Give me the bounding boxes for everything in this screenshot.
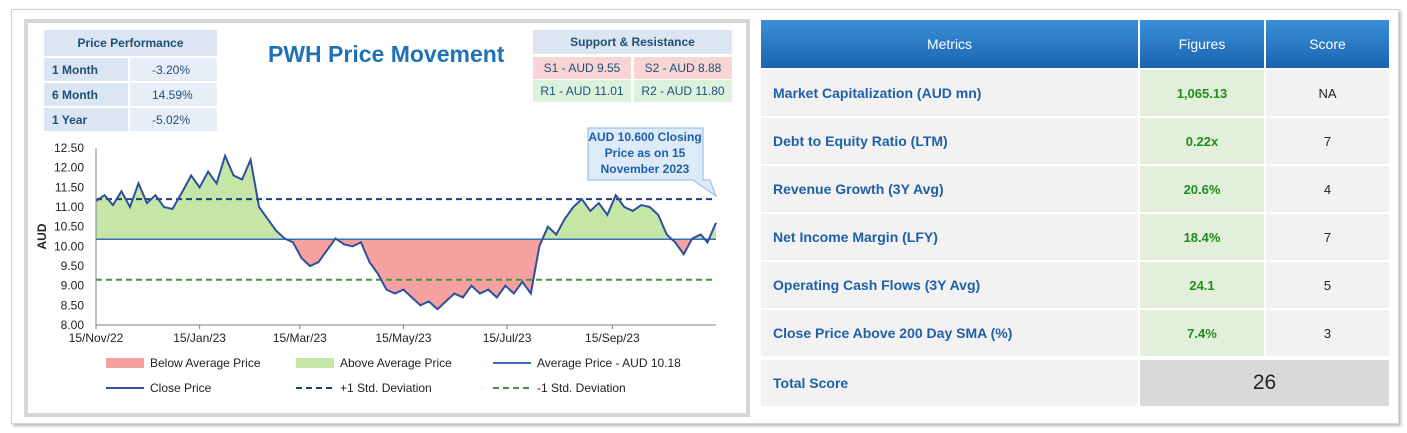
row-figure: 24.1 — [1140, 262, 1264, 308]
legend-below-average-label: Below Average Price — [150, 356, 261, 370]
y-tick-label: 12.50 — [54, 141, 84, 155]
price-performance-header: Price Performance — [44, 30, 217, 56]
x-tick-label: 15/Nov/22 — [69, 331, 124, 345]
row-score: NA — [1266, 70, 1389, 116]
resistance-r1: R1 - AUD 11.01 — [533, 80, 631, 102]
row-score: 7 — [1266, 214, 1389, 260]
header-metrics: Metrics — [761, 20, 1138, 68]
x-tick-label: 15/Sep/23 — [585, 331, 640, 345]
row-score: 7 — [1266, 118, 1389, 164]
above-average-area — [96, 155, 716, 240]
y-tick-label: 12.00 — [54, 161, 84, 175]
row-metric: Close Price Above 200 Day SMA (%) — [761, 310, 1138, 356]
y-tick-label: 9.00 — [61, 279, 85, 293]
pp-label-1m: 1 Month — [44, 58, 128, 81]
below-average-area — [286, 239, 709, 310]
row-figure: 20.6% — [1140, 166, 1264, 212]
closing-price-callout: AUD 10.600 Closing Price as on 15 Novemb… — [587, 127, 718, 198]
header-figures: Figures — [1140, 20, 1264, 68]
y-tick-label: 10.00 — [54, 239, 84, 253]
y-tick-label: 8.00 — [61, 318, 85, 332]
pp-value-1m: -3.20% — [130, 58, 217, 81]
x-tick-label: 15/May/23 — [375, 331, 431, 345]
row-metric: Debt to Equity Ratio (LTM) — [761, 118, 1138, 164]
y-tick-label: 10.50 — [54, 220, 84, 234]
x-tick-label: 15/Mar/23 — [273, 331, 327, 345]
pp-value-1y: -5.02% — [130, 108, 217, 131]
x-tick-label: 15/Jul/23 — [483, 331, 532, 345]
legend-minus-std-label: -1 Std. Deviation — [537, 381, 626, 395]
support-s1: S1 - AUD 9.55 — [533, 57, 631, 79]
row-figure: 1,065.13 — [1140, 70, 1264, 116]
row-figure: 0.22x — [1140, 118, 1264, 164]
y-tick-label: 8.50 — [61, 298, 85, 312]
pp-label-1y: 1 Year — [44, 108, 128, 131]
chart-title: PWH Price Movement — [268, 41, 505, 67]
pp-label-6m: 6 Month — [44, 83, 128, 106]
callout-line-3: November 2023 — [601, 162, 690, 176]
row-score: 5 — [1266, 262, 1389, 308]
legend-plus-std-label: +1 Std. Deviation — [340, 381, 432, 395]
header-score: Score — [1266, 20, 1389, 68]
total-score-value: 26 — [1140, 360, 1389, 406]
callout-line-2: Price as on 15 — [605, 146, 686, 160]
support-s2: S2 - AUD 8.88 — [634, 57, 732, 79]
legend-below-average-swatch — [106, 358, 144, 368]
legend-close-price-label: Close Price — [150, 381, 212, 395]
y-tick-label: 9.50 — [61, 259, 85, 273]
row-figure: 18.4% — [1140, 214, 1264, 260]
legend-above-average-label: Above Average Price — [340, 356, 452, 370]
y-axis-label: AUD — [35, 223, 49, 249]
callout-box — [587, 127, 718, 198]
total-score-label: Total Score — [761, 360, 1138, 406]
row-figure: 7.4% — [1140, 310, 1264, 356]
row-metric: Market Capitalization (AUD mn) — [761, 70, 1138, 116]
y-tick-label: 11.00 — [55, 200, 84, 214]
support-resistance-header: Support & Resistance — [533, 30, 732, 54]
row-metric: Revenue Growth (3Y Avg) — [761, 166, 1138, 212]
callout-line-1: AUD 10.600 Closing — [588, 130, 701, 144]
metrics-table: Metrics Figures Score Market Capitalizat… — [761, 20, 1389, 408]
row-score: 4 — [1266, 166, 1389, 212]
price-chart: 12.50 12.00 11.50 11.00 10.50 10.00 9.50 9.00 8.… — [35, 127, 718, 395]
pp-value-6m: 14.59% — [130, 83, 217, 106]
row-metric: Operating Cash Flows (3Y Avg) — [761, 262, 1138, 308]
row-score: 3 — [1266, 310, 1389, 356]
y-tick-label: 11.50 — [55, 180, 84, 194]
resistance-r2: R2 - AUD 11.80 — [634, 80, 732, 102]
legend-above-average-swatch — [296, 358, 334, 368]
close-price-line — [95, 152, 717, 311]
legend-average-price-label: Average Price - AUD 10.18 — [537, 356, 681, 370]
row-metric: Net Income Margin (LFY) — [761, 214, 1138, 260]
x-tick-label: 15/Jan/23 — [173, 331, 226, 345]
